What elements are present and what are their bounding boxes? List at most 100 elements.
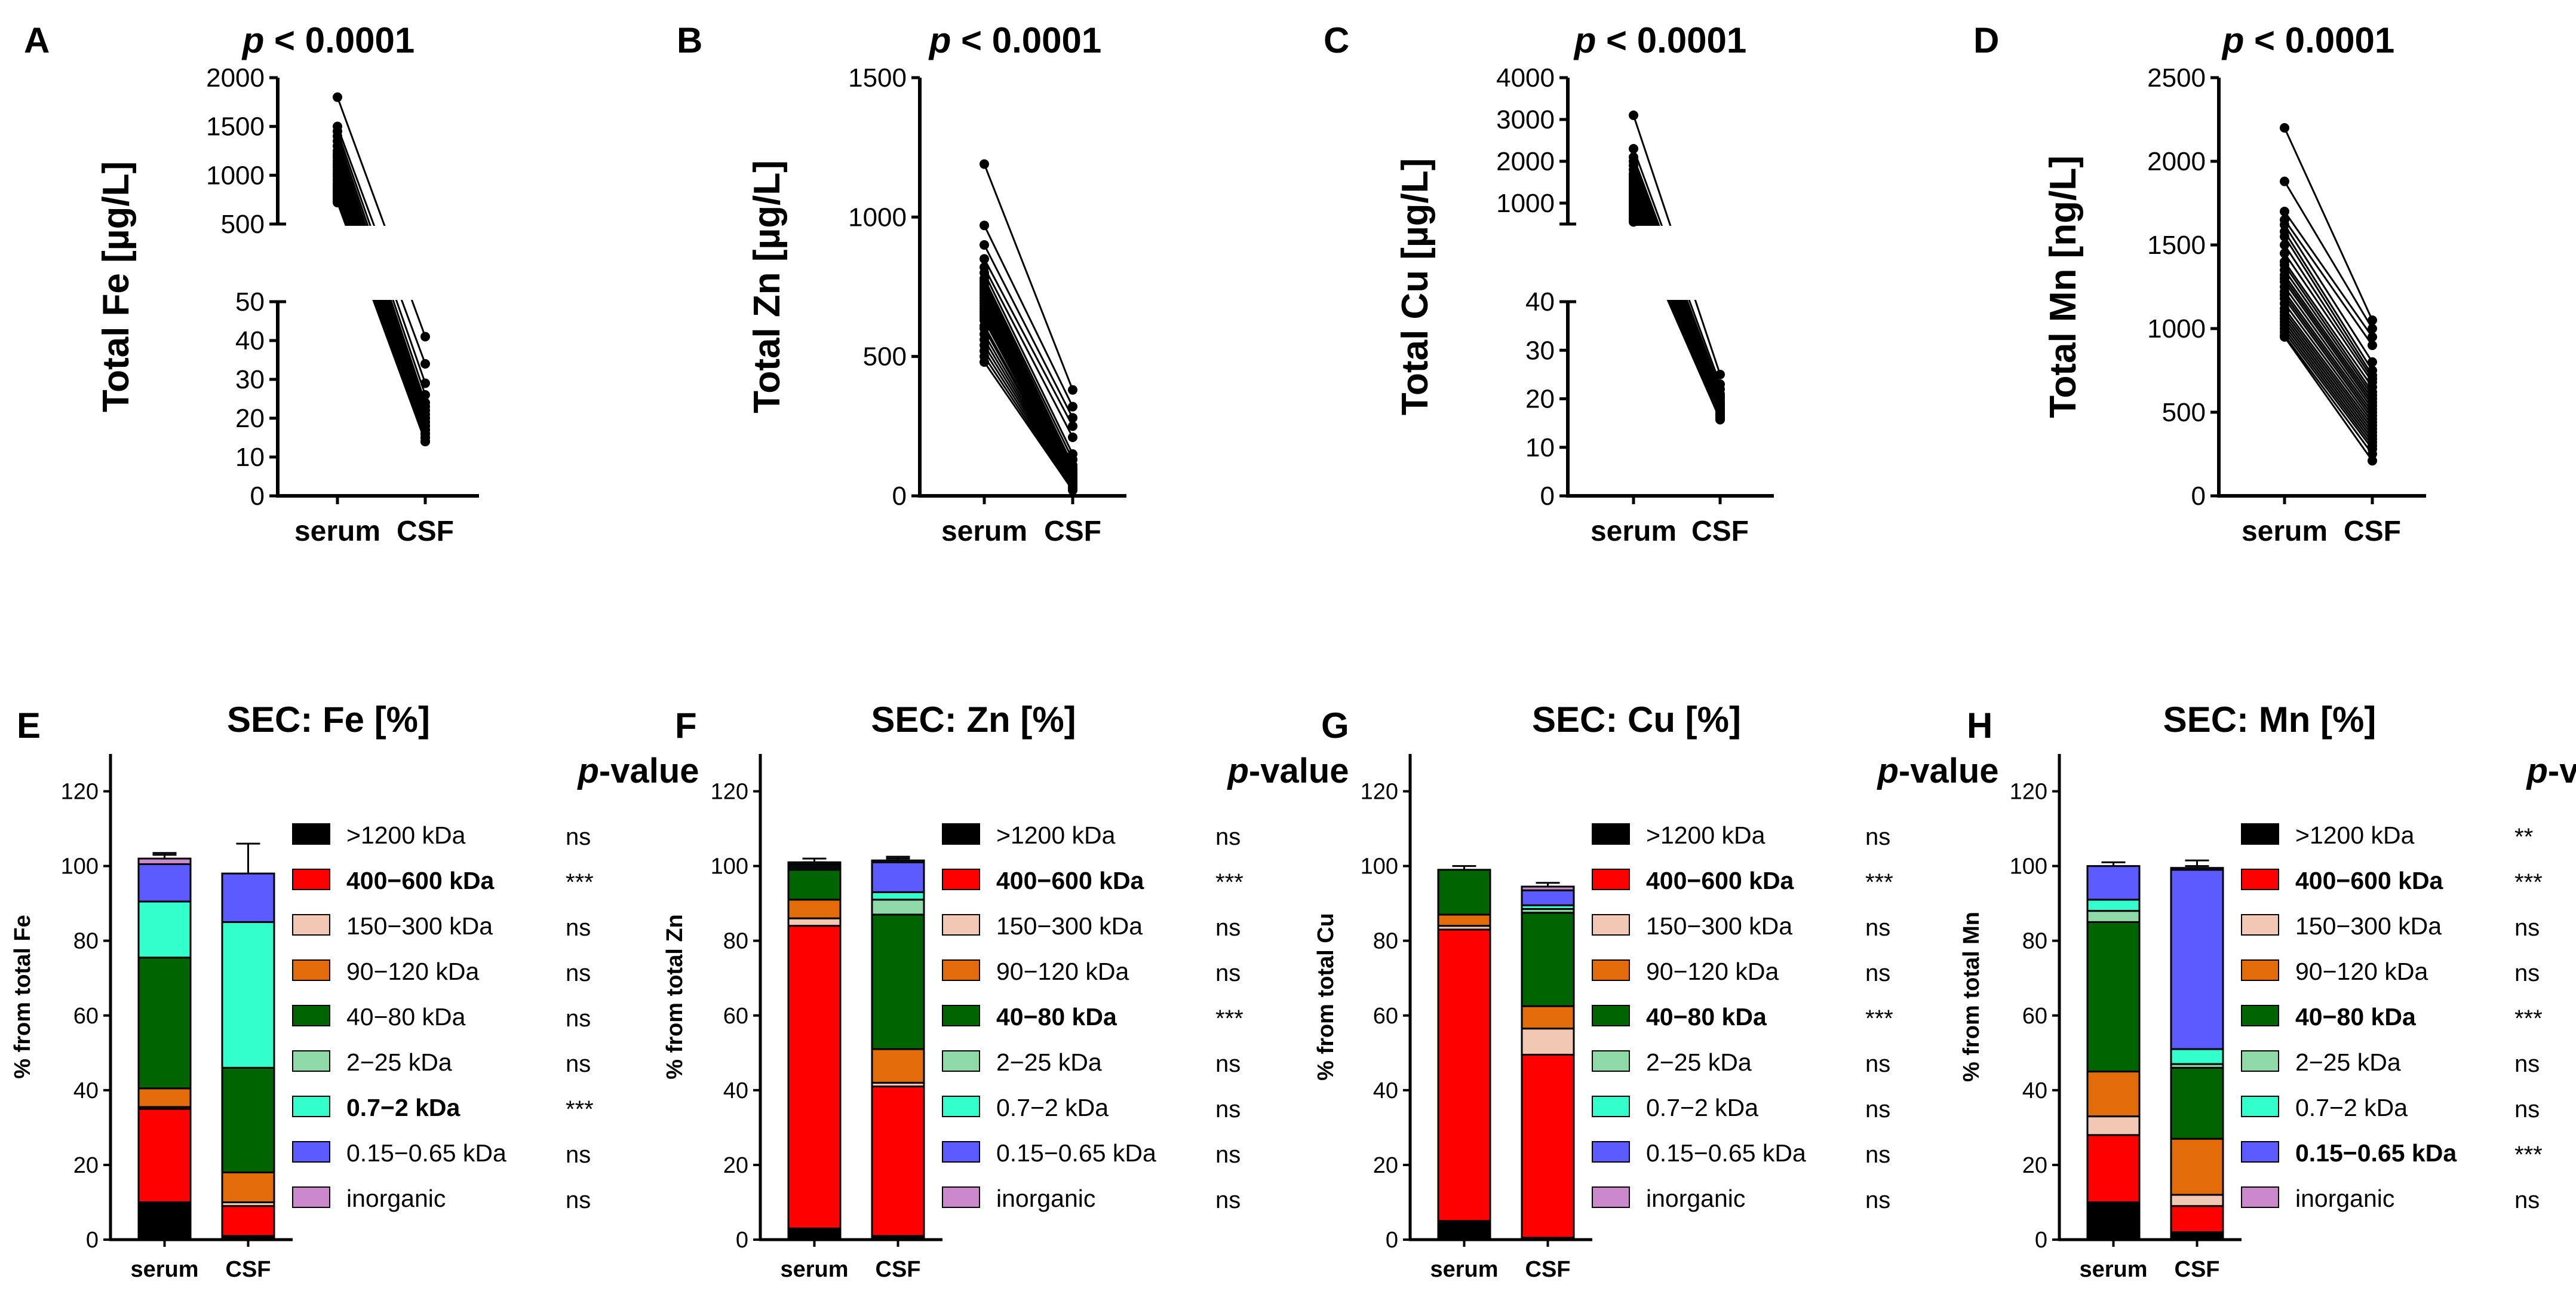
serum-point: [2280, 332, 2289, 342]
y-axis-label: Total Cu [µg/L]: [1395, 158, 1436, 416]
paired-line: [2283, 314, 2374, 433]
y-axis-tick-label: 1500: [2147, 231, 2206, 260]
paired-line: [2283, 180, 2374, 329]
p-symbol: p: [928, 20, 951, 60]
stacked-bar-segment: [1437, 1220, 1491, 1241]
significance-label: ns: [1865, 824, 1890, 850]
stacked-bar-segment: [137, 857, 192, 865]
upper-axis-tick-label: 2000: [206, 63, 265, 93]
y-axis-label: Total Fe [µg/L]: [96, 161, 137, 412]
upper-axis-tick-label: 4000: [1496, 63, 1555, 93]
legend-label: 40−80 kDa: [996, 1003, 1117, 1031]
x-category-label: CSF: [876, 1257, 921, 1282]
p-symbol: p: [2525, 752, 2547, 790]
upper-axis-tick-label: 1000: [1496, 189, 1555, 218]
paired-line: [983, 164, 1074, 391]
x-category-label: CSF: [397, 516, 454, 547]
significance-label: ns: [2514, 1051, 2540, 1077]
significance-label: ***: [566, 1096, 594, 1123]
significance-label: ns: [1215, 1096, 1241, 1123]
serum-point: [980, 220, 989, 231]
serum-point: [2280, 220, 2289, 230]
csf-point: [2368, 341, 2377, 350]
significance-label: ns: [566, 1142, 591, 1168]
paired-line: [2283, 311, 2374, 430]
y-tick-label: 60: [723, 1004, 748, 1029]
legend-label: inorganic: [1646, 1185, 1745, 1212]
y-tick-label: 40: [73, 1078, 99, 1103]
y-tick-label: 40: [2022, 1078, 2047, 1103]
paired-line: [2283, 127, 2374, 321]
paired-line: [2283, 278, 2374, 403]
legend-label: >1200 kDa: [2295, 821, 2415, 849]
lower-axis-tick-label: 10: [235, 443, 265, 472]
stacked-bar-segment: [2170, 1205, 2224, 1233]
csf-point: [1068, 421, 1077, 431]
paired-line: [2283, 219, 2374, 346]
paired-line: [983, 350, 1074, 490]
y-tick-label: 60: [1373, 1004, 1398, 1029]
stacked-bar-segment: [871, 861, 925, 893]
significance-label: ***: [1215, 869, 1244, 896]
paired-line: [2283, 231, 2374, 371]
significance-label: ns: [1215, 960, 1241, 986]
paired-line: [983, 272, 1074, 455]
legend-label: 40−80 kDa: [2295, 1003, 2417, 1031]
lower-axis-tick-label: 30: [235, 365, 265, 394]
p-value-header: p-value: [576, 752, 699, 790]
p-symbol: p: [1876, 752, 1898, 790]
csf-point: [1068, 385, 1077, 395]
y-axis-label: % from total Cu: [1313, 913, 1338, 1081]
stacked-bar-segment: [1521, 1005, 1575, 1030]
paired-line: [2283, 295, 2374, 416]
serum-point: [2280, 240, 2289, 250]
paired-line: [2283, 253, 2374, 383]
y-tick-label: 60: [73, 1004, 99, 1029]
y-tick-label: 80: [2022, 929, 2047, 954]
paired-line: [2283, 291, 2374, 413]
legend-swatch: [1592, 914, 1630, 936]
csf-point: [420, 378, 430, 388]
legend-swatch: [292, 869, 330, 890]
y-axis-tick-label: 0: [892, 482, 907, 511]
paired-line: [2283, 244, 2374, 379]
lower-axis-tick-label: 10: [1525, 433, 1555, 462]
significance-label: ns: [566, 1187, 591, 1213]
paired-line: [2283, 224, 2374, 363]
y-tick-label: 80: [1373, 929, 1398, 954]
y-axis-tick-label: 1000: [2147, 314, 2206, 344]
stacked-bar-segment: [137, 1087, 192, 1108]
legend-swatch: [942, 1096, 980, 1117]
legend-swatch: [942, 1050, 980, 1072]
panel-letter: A: [24, 20, 50, 60]
stacked-bar-segment: [137, 1201, 192, 1241]
significance-label: ns: [1215, 824, 1241, 850]
p-value-header: p-value: [1876, 752, 1998, 790]
y-axis-tick-label: 2000: [2147, 147, 2206, 176]
serum-point: [333, 92, 342, 102]
panel-h: H SEC: Mn [%] % from total Mn 0 20 40 60 80 100 1…: [1959, 700, 2576, 1282]
legend-label: 40−80 kDa: [346, 1003, 466, 1031]
stacked-bar-segment: [137, 1108, 192, 1203]
significance-label: ns: [1865, 960, 1890, 986]
legend-swatch: [1592, 1096, 1630, 1117]
legend-swatch: [942, 823, 980, 845]
legend-label: 150−300 kDa: [346, 912, 493, 940]
paired-line: [2283, 324, 2374, 443]
paired-line: [983, 361, 1074, 491]
x-category-label: serum: [2079, 1257, 2147, 1282]
y-tick-label: 20: [73, 1153, 99, 1178]
significance-label: ns: [566, 824, 591, 850]
y-axis-label: Total Zn [µg/L]: [747, 160, 788, 413]
stacked-bar-segment: [2170, 867, 2224, 871]
csf-point: [1068, 413, 1077, 423]
stacked-bar-segment: [787, 917, 842, 927]
paired-line: [983, 278, 1074, 460]
y-tick-label: 120: [1361, 780, 1398, 805]
y-tick-label: 100: [711, 854, 748, 879]
legend-swatch: [2241, 1050, 2279, 1072]
lower-axis-tick-label: 40: [235, 326, 265, 355]
legend-label: >1200 kDa: [346, 821, 466, 849]
stacked-bar-segment: [1437, 913, 1491, 927]
